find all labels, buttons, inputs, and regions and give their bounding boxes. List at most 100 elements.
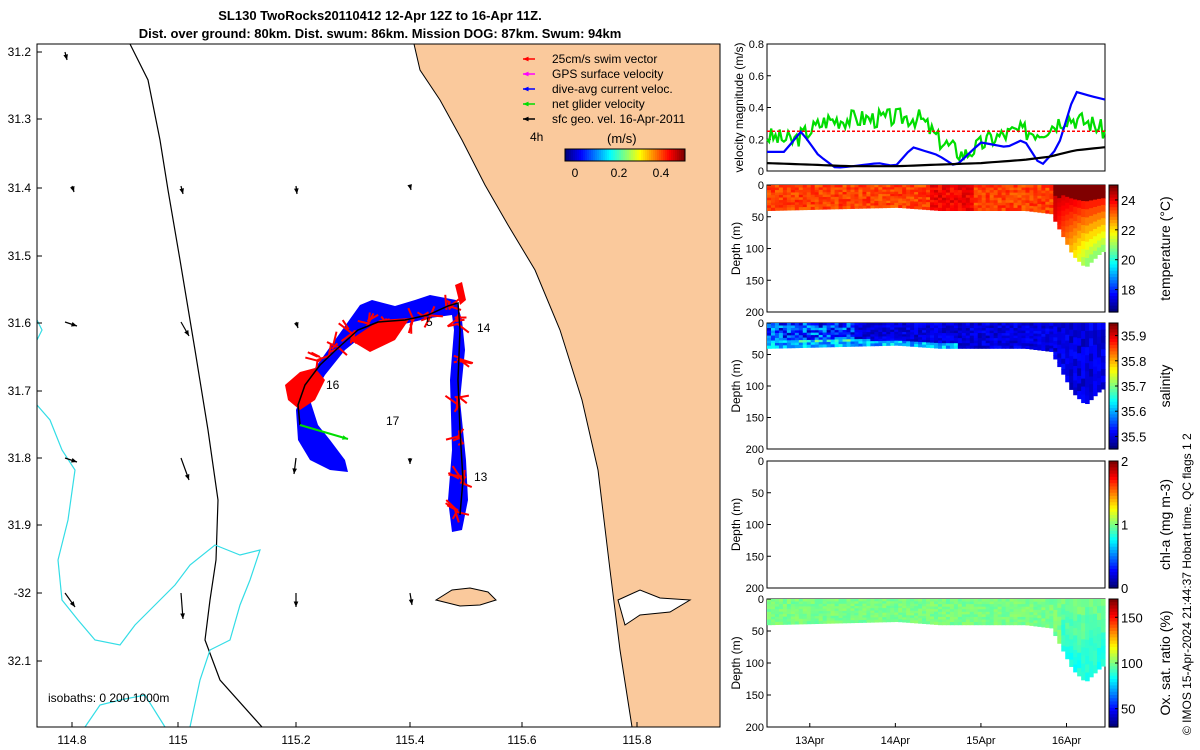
section-cell [874, 332, 879, 335]
section-cell [985, 622, 991, 626]
section-cell [1017, 343, 1023, 347]
section-cell [910, 603, 915, 607]
section-cell [850, 343, 856, 347]
section-cell [1001, 187, 1007, 191]
section-cell [1017, 606, 1023, 610]
colorbar-swatch [1109, 634, 1118, 638]
section-cell [906, 615, 911, 619]
section-cell [898, 191, 903, 195]
colorbar-swatch [1109, 277, 1118, 281]
section-cell [1037, 339, 1042, 343]
section-cell [1061, 221, 1066, 227]
section-cell [834, 615, 840, 619]
section-cell [910, 327, 915, 331]
section-cell [1057, 336, 1062, 341]
section-cell [930, 613, 935, 618]
section-cell [1065, 604, 1070, 612]
colorbar-swatch [1109, 672, 1118, 677]
section-cell [941, 616, 947, 621]
section-cell [790, 194, 796, 199]
section-panel-frame [766, 460, 1106, 589]
section-cell [965, 330, 971, 334]
section-cell [1017, 187, 1023, 191]
section-cell [874, 198, 879, 202]
section-cell [1021, 604, 1027, 608]
section-cell [850, 199, 856, 202]
colorbar-swatch [679, 149, 682, 161]
section-cell [930, 325, 935, 329]
section-cell [814, 204, 820, 208]
section-cell [953, 335, 959, 339]
section-cell [945, 202, 951, 206]
section-cell [941, 622, 947, 626]
section-cell [1041, 190, 1046, 194]
section-cell [949, 207, 955, 211]
section-cell [886, 608, 891, 611]
section-cell [890, 323, 895, 326]
section-cell [1077, 338, 1082, 347]
section-cell [969, 328, 975, 332]
section-cell [989, 619, 995, 623]
section-cell [1041, 612, 1046, 617]
section-cell [1061, 645, 1066, 652]
colorbar-swatch [1109, 373, 1118, 378]
colorbar-swatch [613, 149, 616, 161]
net-glider-velocity-arrow [299, 424, 349, 440]
section-cell [862, 601, 868, 605]
section-cell [930, 197, 935, 201]
section-cell [1085, 225, 1090, 235]
section-cell [934, 604, 939, 608]
section-cell [890, 205, 895, 208]
section-cell [981, 606, 987, 610]
swim-vector [430, 305, 436, 314]
section-cell [870, 601, 875, 605]
section-cell [1029, 200, 1035, 204]
section-cell [937, 338, 943, 342]
section-cell [1085, 323, 1090, 332]
section-cell [862, 603, 868, 607]
section-cell [922, 620, 927, 624]
section-cell [914, 603, 919, 607]
section-cell [1097, 219, 1102, 228]
section-cell [858, 608, 864, 612]
section-cell [1041, 339, 1046, 343]
section-cell [910, 334, 915, 338]
colorbar-swatch [1109, 338, 1118, 343]
section-cell [1029, 609, 1035, 613]
section-cell [1049, 196, 1054, 200]
section-cell [846, 185, 852, 188]
section-cell [969, 202, 975, 206]
section-cell [834, 620, 840, 624]
section-cell [834, 613, 840, 617]
section-cell [1077, 652, 1082, 662]
section-cell [937, 190, 943, 194]
section-cell [1089, 645, 1094, 655]
colorbar-swatch [1109, 191, 1118, 196]
section-cell [802, 185, 808, 189]
section-cell [969, 187, 975, 191]
section-cell [1037, 615, 1042, 619]
section-cell [790, 330, 796, 334]
section-cell [878, 619, 883, 623]
section-cell [1057, 357, 1062, 363]
section-cell [961, 616, 967, 621]
swim-vector-cluster [285, 368, 325, 410]
section-cell [1045, 210, 1050, 214]
colorbar-swatch [635, 149, 638, 161]
section-cell [886, 617, 891, 620]
swim-vector [446, 504, 456, 511]
section-cell [890, 331, 895, 335]
section-cell [838, 199, 844, 203]
section-cell [874, 341, 879, 344]
section-cell [782, 342, 788, 346]
section-cell [1041, 599, 1046, 603]
section-cell [1089, 338, 1094, 347]
section-cell [910, 343, 915, 347]
colorbar-swatch [1109, 534, 1118, 538]
section-cell [934, 195, 939, 199]
section-cell [854, 603, 860, 607]
section-cell [1013, 619, 1019, 623]
section-cell [882, 334, 887, 338]
section-cell [890, 617, 895, 620]
section-cell [902, 203, 907, 207]
